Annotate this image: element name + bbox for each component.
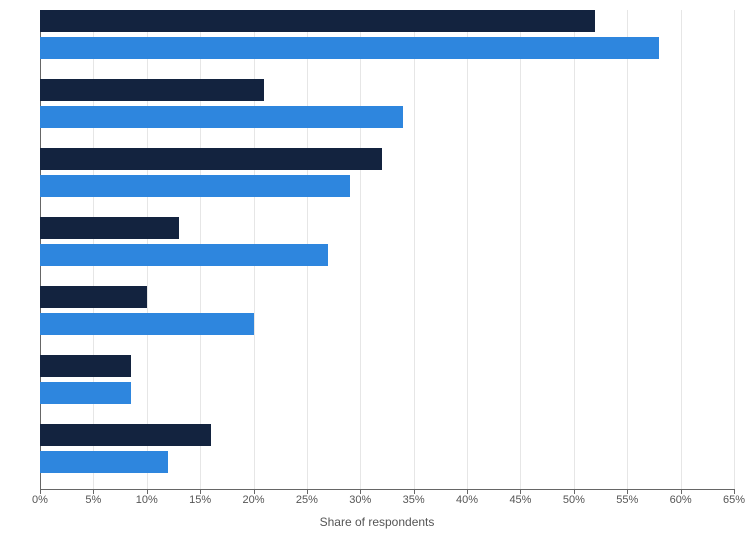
x-tick-label: 55% bbox=[616, 494, 638, 506]
bar-series-a bbox=[40, 79, 264, 101]
bar-series-b bbox=[40, 244, 328, 266]
x-axis-title: Share of respondents bbox=[320, 515, 435, 529]
bar-series-a bbox=[40, 217, 179, 239]
bar-series-b bbox=[40, 106, 403, 128]
gridline bbox=[627, 10, 628, 489]
x-tick-label: 20% bbox=[243, 494, 265, 506]
x-tick-label: 15% bbox=[189, 494, 211, 506]
gridline bbox=[360, 10, 361, 489]
bar-series-a bbox=[40, 355, 131, 377]
x-tick-label: 45% bbox=[509, 494, 531, 506]
gridline bbox=[734, 10, 735, 489]
x-tick-label: 35% bbox=[403, 494, 425, 506]
bar-series-b bbox=[40, 175, 350, 197]
x-tick-label: 30% bbox=[349, 494, 371, 506]
x-tick-label: 0% bbox=[32, 494, 48, 506]
x-tick-label: 65% bbox=[723, 494, 745, 506]
bar-series-a bbox=[40, 424, 211, 446]
gridline bbox=[574, 10, 575, 489]
plot-area bbox=[40, 10, 734, 490]
bar-series-b bbox=[40, 382, 131, 404]
gridline bbox=[467, 10, 468, 489]
bar-series-b bbox=[40, 451, 168, 473]
bar-series-b bbox=[40, 313, 254, 335]
bar-series-a bbox=[40, 10, 595, 32]
x-tick-label: 25% bbox=[296, 494, 318, 506]
bar-series-a bbox=[40, 286, 147, 308]
gridline bbox=[520, 10, 521, 489]
gridline bbox=[681, 10, 682, 489]
x-tick-label: 40% bbox=[456, 494, 478, 506]
chart-container: 0% 5% 10% 15% 20% 25% 30% 35% 40% 45% 50% 55% 60% 65%… bbox=[0, 0, 754, 560]
x-tick-label: 60% bbox=[670, 494, 692, 506]
x-tick-label: 10% bbox=[136, 494, 158, 506]
x-tick-label: 50% bbox=[563, 494, 585, 506]
x-tick-label: 5% bbox=[85, 494, 101, 506]
bar-series-b bbox=[40, 37, 659, 59]
bar-series-a bbox=[40, 148, 382, 170]
gridline bbox=[414, 10, 415, 489]
